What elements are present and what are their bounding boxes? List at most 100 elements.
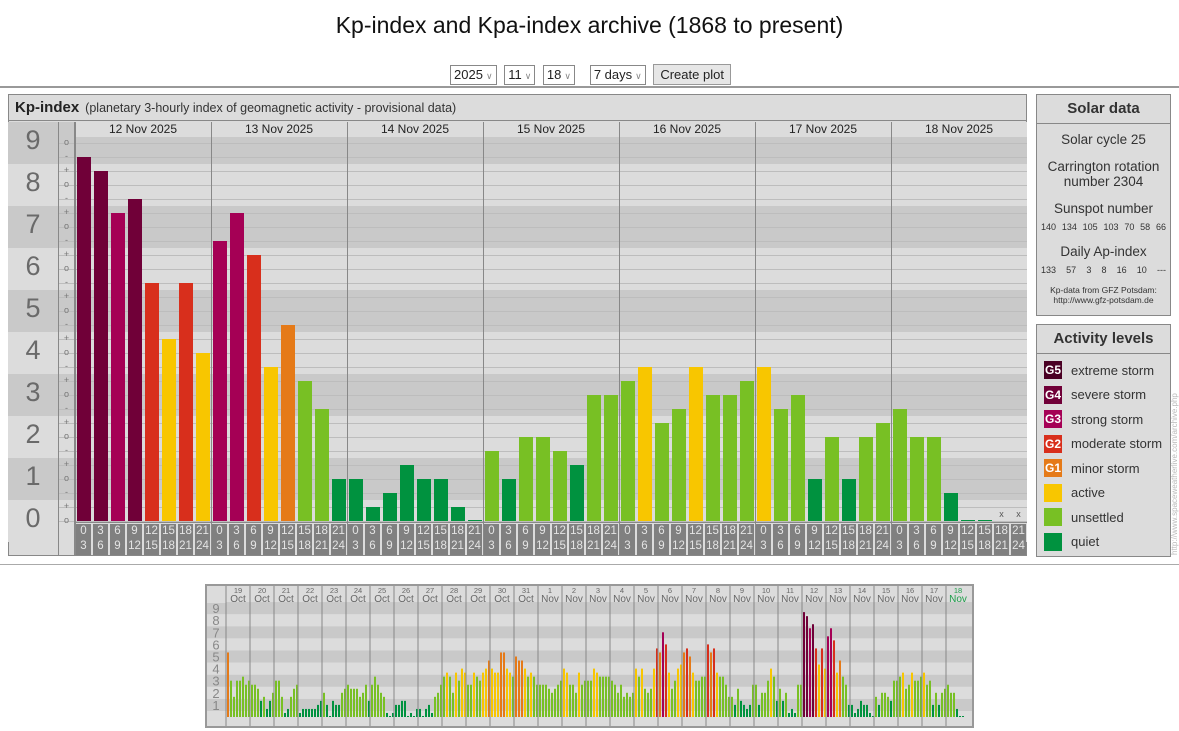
mini-kp-bar <box>470 684 472 717</box>
activity-legend: G5 extreme storm G4 severe storm G3 strong st… <box>1037 354 1170 554</box>
mini-kp-bar <box>767 680 769 717</box>
kp-bar <box>264 367 278 521</box>
kp-bar <box>417 479 431 521</box>
kp-bar <box>332 479 346 521</box>
hour-range-label: 18 21 <box>994 524 1009 555</box>
axis-divider <box>74 122 75 556</box>
kp-bar <box>808 479 822 521</box>
mini-kp-bar <box>506 668 508 717</box>
mini-axis-label: 4 <box>212 662 219 677</box>
mini-kp-bar <box>596 672 598 717</box>
axis-label-1: 1 <box>25 461 41 491</box>
mini-kp-bar <box>725 684 727 717</box>
mini-kp-bar <box>527 676 529 717</box>
day-select[interactable]: 18 ∨ <box>542 64 575 85</box>
mini-kp-bar <box>830 628 832 717</box>
grid-line <box>58 283 1027 284</box>
mini-kp-bar <box>458 680 460 717</box>
mini-kp-bar <box>536 684 538 717</box>
create-plot-button[interactable]: Create plot <box>653 64 731 85</box>
mini-day-number: 14 <box>858 586 866 595</box>
hour-range-label: 18 21 <box>314 524 329 555</box>
mini-day-number: 17 <box>930 586 938 595</box>
mini-day-number: 3 <box>596 586 600 595</box>
mini-kp-bar <box>764 692 766 717</box>
kp-bar <box>247 255 261 521</box>
mini-kp-bar <box>566 672 568 717</box>
level-swatch <box>1044 508 1062 527</box>
axis-label-2: 2 <box>25 419 41 449</box>
mini-kp-bar <box>524 668 526 717</box>
month-select[interactable]: 11 ∨ <box>504 64 536 85</box>
day-separator <box>891 122 892 556</box>
mini-kp-bar <box>389 716 391 717</box>
mini-kp-bar <box>560 680 562 717</box>
mini-kp-bar <box>227 652 229 717</box>
mini-axis-label: 1 <box>212 698 219 713</box>
mini-kp-bar <box>716 672 718 717</box>
kp-bar <box>553 451 567 521</box>
ap-value: 57 <box>1066 265 1077 275</box>
mini-kp-bar <box>308 708 310 717</box>
kp-bar <box>94 171 108 521</box>
date-header: 12 Nov 2025 <box>75 122 211 137</box>
kp-bar <box>638 367 652 521</box>
mini-day-month: Nov <box>613 594 631 605</box>
axis-sublabel: + <box>63 165 70 175</box>
mini-kp-bar <box>338 704 340 717</box>
mini-kp-bar <box>515 656 517 717</box>
mini-kp-bar <box>452 692 454 717</box>
axis-sublabel: - <box>65 151 68 161</box>
grid-line <box>58 311 1027 312</box>
mini-kp-bar <box>533 676 535 717</box>
mini-kp-bar <box>326 704 328 717</box>
missing-value-mark: x <box>1016 509 1021 519</box>
level-swatch: G5 <box>1044 361 1062 380</box>
mini-kp-bar <box>341 692 343 717</box>
mini-kp-bar <box>731 696 733 717</box>
hour-range-label: 9 12 <box>943 524 958 555</box>
legend-item-quiet: quiet <box>1037 530 1170 555</box>
axis-sublabel: - <box>65 403 68 413</box>
mini-kp-bar <box>833 640 835 717</box>
mini-kp-bar <box>473 672 475 717</box>
mini-kp-bar <box>704 676 706 717</box>
grid-line <box>58 367 1027 368</box>
mini-kp-bar <box>908 684 910 717</box>
ap-label: Daily Ap-index <box>1060 244 1147 259</box>
mini-kp-bar <box>410 712 412 717</box>
kp-bar <box>672 409 686 521</box>
mini-kp-bar <box>269 700 271 717</box>
mini-day-month: Nov <box>901 594 919 605</box>
axis-sublabel: o <box>63 515 69 525</box>
hour-range-label: 15 18 <box>297 524 312 555</box>
mini-day-number: 5 <box>644 586 648 595</box>
kp-bar <box>791 395 805 521</box>
mini-kp-bar <box>611 680 613 717</box>
mini-kp-bar <box>812 624 814 717</box>
mini-kp-bar <box>887 696 889 717</box>
level-label: extreme storm <box>1071 362 1155 378</box>
mini-kp-bar <box>365 684 367 717</box>
day-separator <box>75 122 76 556</box>
mini-day-number: 1 <box>548 586 552 595</box>
mini-day-number: 10 <box>762 586 770 595</box>
ap-value: 3 <box>1086 265 1092 275</box>
kp-bar <box>927 437 941 521</box>
mini-kp-bar <box>923 672 925 717</box>
mini-kp-bar <box>842 676 844 717</box>
source-link[interactable]: http://www.gfz-potsdam.de <box>1053 295 1154 305</box>
date-header: 15 Nov 2025 <box>483 122 619 137</box>
year-select[interactable]: 2025 ∨ <box>450 64 497 85</box>
mini-day-month: Nov <box>565 594 583 605</box>
mini-kp-bar <box>623 696 625 717</box>
hour-range-label: 15 18 <box>433 524 448 555</box>
mini-kp-bar <box>794 712 796 717</box>
mini-kp-bar <box>599 676 601 717</box>
mini-day-month: Oct <box>326 594 342 605</box>
range-select[interactable]: 7 days ∨ <box>589 64 646 85</box>
